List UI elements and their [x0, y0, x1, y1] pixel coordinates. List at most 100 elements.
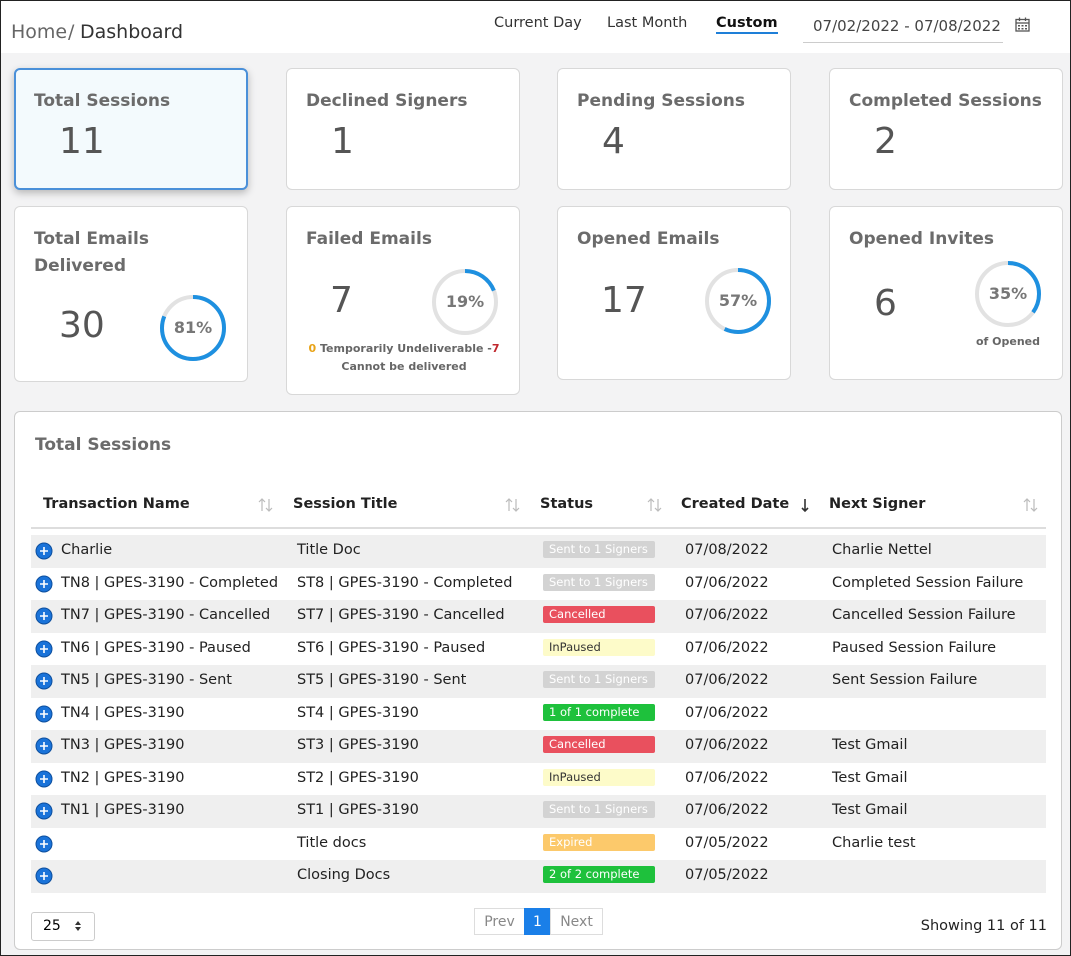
table-row[interactable]	[31, 535, 1046, 568]
column-header[interactable]: Next Signer	[829, 496, 926, 512]
page-size-select[interactable]: 25	[31, 912, 95, 941]
table-row[interactable]	[31, 697, 1046, 730]
expand-button[interactable]	[35, 737, 53, 755]
expand-button[interactable]	[35, 640, 53, 658]
column-header[interactable]: Created Date	[681, 496, 790, 512]
percent-ring	[975, 261, 1041, 327]
ring-arc	[160, 295, 226, 361]
date-filter-tab[interactable]: Custom	[716, 15, 778, 34]
sort-up	[647, 498, 655, 511]
expand-button[interactable]	[35, 705, 53, 723]
status-badge: Sent to 1 Signers	[543, 573, 655, 591]
table-cell: Test Gmail	[832, 802, 908, 818]
sort-down	[265, 499, 273, 512]
expand-button[interactable]	[35, 770, 53, 788]
table-cell: TN2 | GPES-3190	[61, 769, 185, 786]
table-row[interactable]	[31, 600, 1046, 633]
table-row[interactable]	[31, 860, 1046, 893]
session-card[interactable]: Declined Signers 1	[286, 68, 520, 190]
expand-button[interactable]	[35, 867, 53, 885]
card-value: 11	[59, 121, 105, 162]
select-arrows	[75, 921, 81, 931]
table-cell: 07/06/2022	[685, 769, 769, 786]
breadcrumb-home[interactable]: Home	[11, 21, 68, 43]
session-card[interactable]: Completed Sessions 2	[829, 68, 1063, 190]
sort-icon[interactable]	[505, 497, 521, 513]
table-row[interactable]	[31, 730, 1046, 763]
session-card[interactable]: Total Sessions 11	[14, 68, 248, 190]
breadcrumb-page: Dashboard	[80, 21, 184, 43]
status-badge: Expired	[543, 833, 655, 851]
sort-down	[654, 499, 662, 512]
date-range-input[interactable]: 07/02/2022 - 07/08/2022	[803, 9, 1003, 43]
status-badge: 2 of 2 complete	[543, 866, 655, 883]
column-header[interactable]: Transaction Name	[43, 496, 190, 512]
table-cell: TN8 | GPES-3190 - Completed	[61, 574, 279, 591]
status-badge: Sent to 1 Signers	[543, 541, 655, 558]
percent-ring	[160, 295, 226, 361]
sort-up	[1023, 498, 1031, 511]
calendar-icon[interactable]	[1015, 17, 1030, 32]
table-cell: TN5 | GPES-3190 - Sent	[61, 672, 232, 688]
table-cell: 07/06/2022	[685, 737, 769, 753]
table-row[interactable]	[31, 632, 1046, 665]
table-cell: Title Doc	[297, 542, 361, 558]
prev-button[interactable]: Prev	[474, 908, 525, 935]
expand-button[interactable]	[35, 607, 53, 625]
failure-note: 0 Temporarily Undeliverable -7 Cannot be …	[297, 340, 511, 376]
table-cell: 07/08/2022	[685, 542, 769, 558]
date-filter-tab[interactable]: Last Month	[607, 15, 688, 31]
table-row[interactable]	[31, 665, 1046, 698]
expand-plus	[40, 872, 48, 880]
breadcrumb-separator: /	[68, 21, 75, 43]
session-card[interactable]: Pending Sessions 4	[557, 68, 791, 190]
failed-count: 7	[491, 342, 500, 355]
status-badge: Cancelled	[543, 736, 655, 753]
sort-down	[512, 499, 520, 512]
table-cell: 07/06/2022	[685, 802, 769, 818]
expand-button[interactable]	[35, 835, 53, 853]
percent-ring	[432, 269, 498, 335]
table-cell: ST1 | GPES-3190	[297, 802, 419, 818]
table-row[interactable]	[31, 567, 1046, 600]
table-cell: Paused Session Failure	[832, 639, 997, 656]
sort-up	[505, 498, 513, 511]
email-card[interactable]: Failed Emails 7 19% 0 Temporarily Undeliver…	[286, 206, 520, 395]
ring-label: 19%	[445, 292, 485, 311]
email-card[interactable]: Opened Emails 17 57%	[557, 206, 791, 380]
expand-button[interactable]	[35, 672, 53, 690]
date-filter-tab[interactable]: Current Day	[494, 15, 582, 31]
sort-down	[1030, 499, 1038, 512]
expand-button[interactable]	[35, 542, 53, 560]
sort-icon[interactable]	[794, 497, 810, 513]
card-value: 6	[874, 283, 897, 324]
status-badge: InPaused	[543, 768, 655, 786]
ring-label: 81%	[173, 318, 213, 337]
sort-icon[interactable]	[1023, 497, 1039, 513]
sort-icon[interactable]	[258, 497, 274, 513]
next-button[interactable]: Next	[550, 908, 603, 935]
table-cell: 07/05/2022	[685, 834, 769, 851]
table-cell: Completed Session Failure	[832, 574, 1024, 591]
column-header[interactable]: Session Title	[293, 496, 398, 512]
email-card[interactable]: Opened Invites 6 35% of Opened	[829, 206, 1063, 380]
table-row[interactable]	[31, 762, 1046, 795]
table-row[interactable]	[31, 795, 1046, 828]
expand-button[interactable]	[35, 575, 53, 593]
expand-button[interactable]	[35, 802, 53, 820]
status-badge: 1 of 1 complete	[543, 703, 655, 721]
expand-plus	[40, 644, 48, 653]
table-row[interactable]	[31, 827, 1046, 860]
table-cell: ST4 | GPES-3190	[297, 704, 419, 721]
table-cell: TN7 | GPES-3190 - Cancelled	[61, 607, 271, 623]
card-title: Opened Emails	[577, 229, 720, 249]
arrow-up	[75, 921, 81, 925]
card-value: 7	[330, 280, 353, 321]
sort-icon[interactable]	[647, 497, 663, 513]
email-card[interactable]: Total Emails Delivered 30 81%	[14, 206, 248, 382]
table-cell: Cancelled Session Failure	[832, 607, 1016, 623]
current-page[interactable]: 1	[524, 908, 551, 935]
card-value: 17	[601, 280, 647, 321]
page-size-value: 25	[43, 918, 61, 934]
column-header[interactable]: Status	[540, 496, 594, 512]
